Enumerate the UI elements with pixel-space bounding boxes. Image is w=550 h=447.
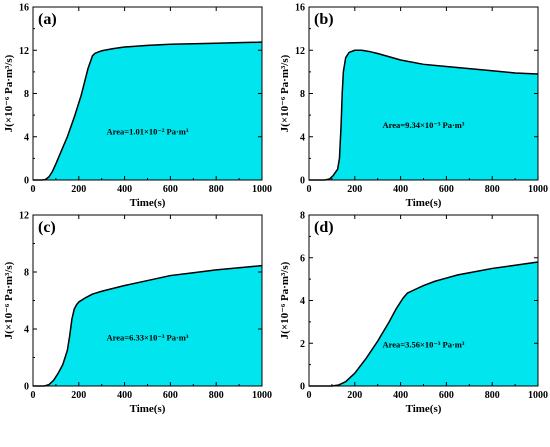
y-tick-label: 0 (24, 176, 29, 187)
x-tick-label: 400 (117, 390, 132, 401)
y-tick-label: 6 (300, 253, 305, 264)
x-tick-label: 800 (209, 390, 224, 401)
y-tick-label: 4 (300, 132, 305, 143)
series-line (309, 49, 539, 181)
x-tick-label: 1000 (528, 390, 548, 401)
x-axis-label: Time(s) (406, 197, 442, 209)
series-line (33, 264, 263, 387)
area-annotation: Area=6.33×10⁻³ Pa·m³ (107, 332, 189, 342)
panel-label: (a) (38, 11, 57, 28)
area-fill (33, 42, 262, 180)
y-tick-label: 8 (300, 89, 305, 100)
x-tick-label: 0 (307, 390, 312, 401)
x-tick-label: 400 (393, 184, 408, 195)
area-fill (309, 50, 538, 180)
x-tick-label: 400 (117, 184, 132, 195)
series-line (309, 261, 539, 387)
y-tick-label: 4 (300, 296, 305, 307)
x-tick-label: 800 (485, 184, 500, 195)
x-tick-label: 200 (71, 390, 86, 401)
x-axis-label: Time(s) (130, 197, 166, 209)
x-tick-label: 400 (393, 390, 408, 401)
y-tick-label: 16 (19, 3, 29, 14)
y-tick-label: 12 (19, 211, 29, 222)
area-fill (309, 262, 538, 386)
chart-panel-4: 0 200 400 600 800 1000 0 2 4 6 8 Time(s) J(×10⁻⁶ Pa·… (279, 211, 548, 416)
y-tick-label: 8 (300, 211, 305, 222)
y-axis-label: J(×10⁻⁶ Pa·m³/s) (3, 261, 15, 339)
chart-panel-3: 0 200 400 600 800 1000 0 4 8 12 Time(s) J(×10⁻⁶ Pa·… (3, 211, 272, 416)
x-tick-label: 200 (71, 184, 86, 195)
x-tick-label: 0 (307, 184, 312, 195)
x-tick-label: 600 (439, 390, 454, 401)
y-tick-label: 4 (24, 132, 29, 143)
x-axis-label: Time(s) (406, 403, 442, 415)
y-tick-label: 0 (300, 176, 305, 187)
x-tick-label: 0 (31, 390, 36, 401)
x-tick-label: 800 (485, 390, 500, 401)
chart-panel-1: 0 200 400 600 800 1000 0 4 8 12 16 Time(s) J(×10⁻⁶ P… (3, 3, 272, 210)
y-tick-label: 16 (295, 3, 305, 14)
y-axis-label: J(×10⁻⁶ Pa·m³/s) (279, 261, 291, 339)
panel-label: (b) (314, 11, 334, 28)
x-tick-label: 600 (439, 184, 454, 195)
area-annotation: Area=3.56×10⁻³ Pa·m³ (383, 340, 465, 350)
x-tick-label: 1000 (528, 184, 548, 195)
x-tick-label: 600 (163, 184, 178, 195)
x-axis-label: Time(s) (130, 403, 166, 415)
panel-label: (c) (38, 219, 56, 236)
y-axis-label: J(×10⁻⁶ Pa·m³/s) (279, 54, 291, 132)
x-tick-label: 1000 (252, 184, 272, 195)
y-axis-label: J(×10⁻⁶ Pa·m³/s) (3, 54, 15, 132)
area-fill (33, 265, 262, 386)
x-tick-label: 800 (209, 184, 224, 195)
chart-panel-2: 0 200 400 600 800 1000 0 4 8 12 16 Time(s) J(×10⁻⁶ P… (279, 3, 548, 210)
series-line (33, 41, 263, 181)
y-tick-label: 0 (300, 382, 305, 393)
y-tick-label: 12 (19, 46, 29, 57)
area-annotation: Area=1.01×10⁻² Pa·m³ (107, 127, 189, 137)
area-annotation: Area=9.34×10⁻³ Pa·m³ (383, 120, 465, 130)
y-tick-label: 2 (300, 339, 305, 350)
x-tick-label: 600 (163, 390, 178, 401)
y-tick-label: 0 (24, 382, 29, 393)
y-tick-label: 4 (24, 325, 29, 336)
x-tick-label: 200 (347, 390, 362, 401)
y-tick-label: 8 (24, 89, 29, 100)
y-tick-label: 12 (295, 46, 305, 57)
panel-label: (d) (314, 219, 334, 236)
x-tick-label: 200 (347, 184, 362, 195)
x-tick-label: 0 (31, 184, 36, 195)
x-tick-label: 1000 (252, 390, 272, 401)
y-tick-label: 8 (24, 268, 29, 279)
